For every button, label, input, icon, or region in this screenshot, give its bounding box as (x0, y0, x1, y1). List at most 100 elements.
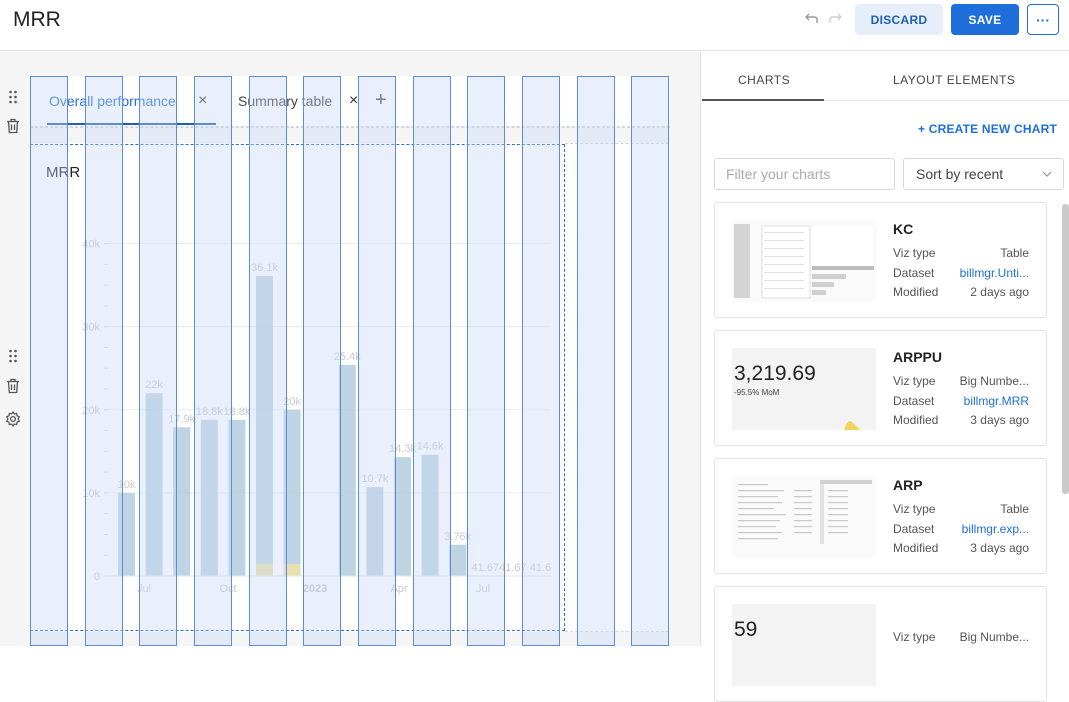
tab-layout-elements[interactable]: LAYOUT ELEMENTS (893, 73, 1016, 87)
bar-value-label: 10.7k (361, 473, 388, 485)
bar (200, 419, 218, 576)
viz-type-label: Viz type (893, 246, 936, 260)
bar-value-label: 10k (118, 479, 136, 491)
modified-label: Modified (893, 285, 939, 299)
dashboard-title[interactable]: MRR (13, 8, 61, 31)
x-tick-label: Jul (137, 583, 151, 595)
sort-select-value: Sort by recent (916, 166, 1004, 182)
y-tick-label: 0 (94, 571, 100, 583)
filter-charts-input[interactable] (714, 158, 895, 190)
x-tick-label: Apr (390, 583, 407, 595)
trendline-sparkline-icon (844, 421, 860, 430)
tab-overall-performance[interactable]: Overall performance (49, 93, 176, 109)
undo-icon[interactable] (805, 9, 819, 27)
trash-icon[interactable] (6, 118, 20, 134)
y-tick-label: 10k (82, 488, 100, 500)
bar-value-label: 22k (145, 379, 163, 391)
trash-icon[interactable] (6, 378, 20, 394)
viz-type-value: Big Numbe... (959, 630, 1029, 644)
dataset-label: Dataset (893, 266, 935, 280)
y-tick-label: 20k (82, 405, 100, 417)
sort-select[interactable]: Sort by recent (903, 158, 1064, 190)
bar (283, 409, 301, 576)
dashboard-header: MRR DISCARD SAVE ··· (0, 0, 1069, 51)
save-button[interactable]: SAVE (951, 4, 1019, 35)
bar-value-label: 18.8k (223, 406, 250, 418)
bar-value-label: 14.6k (417, 441, 444, 453)
chart-title: MRR (46, 164, 81, 181)
row-divider (30, 126, 670, 128)
active-tab-indicator (47, 123, 216, 125)
more-options-button[interactable]: ··· (1027, 4, 1059, 35)
bar-value-label: 41.67 (472, 562, 500, 574)
row-drop-zone (565, 143, 669, 632)
chart-card[interactable]: KC Viz type Table Dataset billmgr.Unti..… (714, 202, 1047, 318)
bar-value-label: 17.9k (168, 413, 195, 425)
x-tick-label: 2023 (303, 583, 327, 595)
bar-value-label: 20k (283, 396, 301, 408)
chart-card[interactable]: 3,219.69 -95.5% MoM ARPPU Viz type Big N… (714, 330, 1047, 446)
tab-summary-table[interactable]: Summary table (238, 93, 333, 109)
chart-card[interactable]: ARP Viz type Table Dataset billmgr.exp..… (714, 458, 1047, 574)
discard-button[interactable]: DISCARD (855, 4, 943, 35)
add-tab-button[interactable]: + (375, 89, 387, 111)
chart-name: ARP (893, 477, 923, 493)
chart-name: KC (893, 221, 914, 237)
dataset-link[interactable]: billmgr.Unti... (959, 266, 1029, 280)
tab-close-icon[interactable]: × (198, 92, 208, 109)
redo-icon[interactable] (828, 9, 842, 27)
thumbnail-big-number: 59 (734, 618, 758, 641)
viz-type-label: Viz type (893, 630, 936, 644)
bar (145, 393, 163, 576)
bar (338, 364, 356, 576)
gear-icon[interactable] (5, 410, 21, 428)
viz-type-value: Table (1000, 502, 1029, 516)
modified-label: Modified (893, 541, 939, 555)
chart-selector-panel: CHARTS LAYOUT ELEMENTS + CREATE NEW CHAR… (700, 52, 1069, 702)
y-tick-label: 30k (82, 322, 100, 334)
tab-charts[interactable]: CHARTS (738, 73, 791, 87)
modified-value: 3 days ago (970, 541, 1029, 555)
bar (394, 457, 411, 576)
x-tick-label: Jul (476, 583, 490, 595)
panel-tabs-border (701, 100, 1069, 101)
drag-handle-icon[interactable] (6, 348, 20, 364)
viz-type-value: Big Numbe... (959, 374, 1029, 388)
chart-thumbnail: 3,219.69 -95.5% MoM (732, 348, 876, 430)
bar (366, 487, 384, 576)
bar-value-label: 41.67 (499, 562, 527, 574)
dataset-link[interactable]: billmgr.MRR (963, 394, 1029, 408)
thumbnail-subheader: -95.5% MoM (734, 388, 780, 397)
bar (173, 427, 191, 576)
bar-value-label: 14.3k (389, 443, 416, 455)
chart-card[interactable]: 59 Viz type Big Numbe... (714, 586, 1047, 702)
dataset-label: Dataset (893, 522, 935, 536)
tabs-row (30, 76, 670, 127)
bar (118, 492, 135, 576)
bar (449, 544, 467, 576)
active-tab-indicator (702, 99, 824, 101)
bar (421, 454, 439, 576)
thumbnail-big-number: 3,219.69 (734, 362, 816, 385)
drag-handle-icon[interactable] (6, 89, 20, 105)
chart-thumbnail (732, 476, 876, 558)
bar (228, 419, 246, 576)
x-tick-label: Oct (219, 583, 236, 595)
modified-value: 3 days ago (970, 413, 1029, 427)
chart-card-mrr[interactable]: MRR 0 10k 20k 30k 40k 10k 22k 17.9k 18.8k 18.8k 36… (30, 144, 565, 631)
bar-value-label: 18.8k (196, 406, 223, 418)
bar-secondary (283, 564, 301, 576)
panel-scrollbar[interactable] (1062, 204, 1069, 494)
dataset-label: Dataset (893, 394, 935, 408)
dataset-link[interactable]: billmgr.exp... (961, 522, 1029, 536)
create-new-chart-link[interactable]: + CREATE NEW CHART (918, 122, 1058, 136)
chart-name: ARPPU (893, 349, 943, 365)
bar (256, 276, 273, 576)
modified-value: 2 days ago (970, 285, 1029, 299)
tab-close-icon[interactable]: × (349, 92, 359, 109)
chart-thumbnail: 59 (732, 604, 876, 686)
viz-type-label: Viz type (893, 374, 936, 388)
viz-type-label: Viz type (893, 502, 936, 516)
bar-value-label: 36.1k (251, 262, 278, 274)
